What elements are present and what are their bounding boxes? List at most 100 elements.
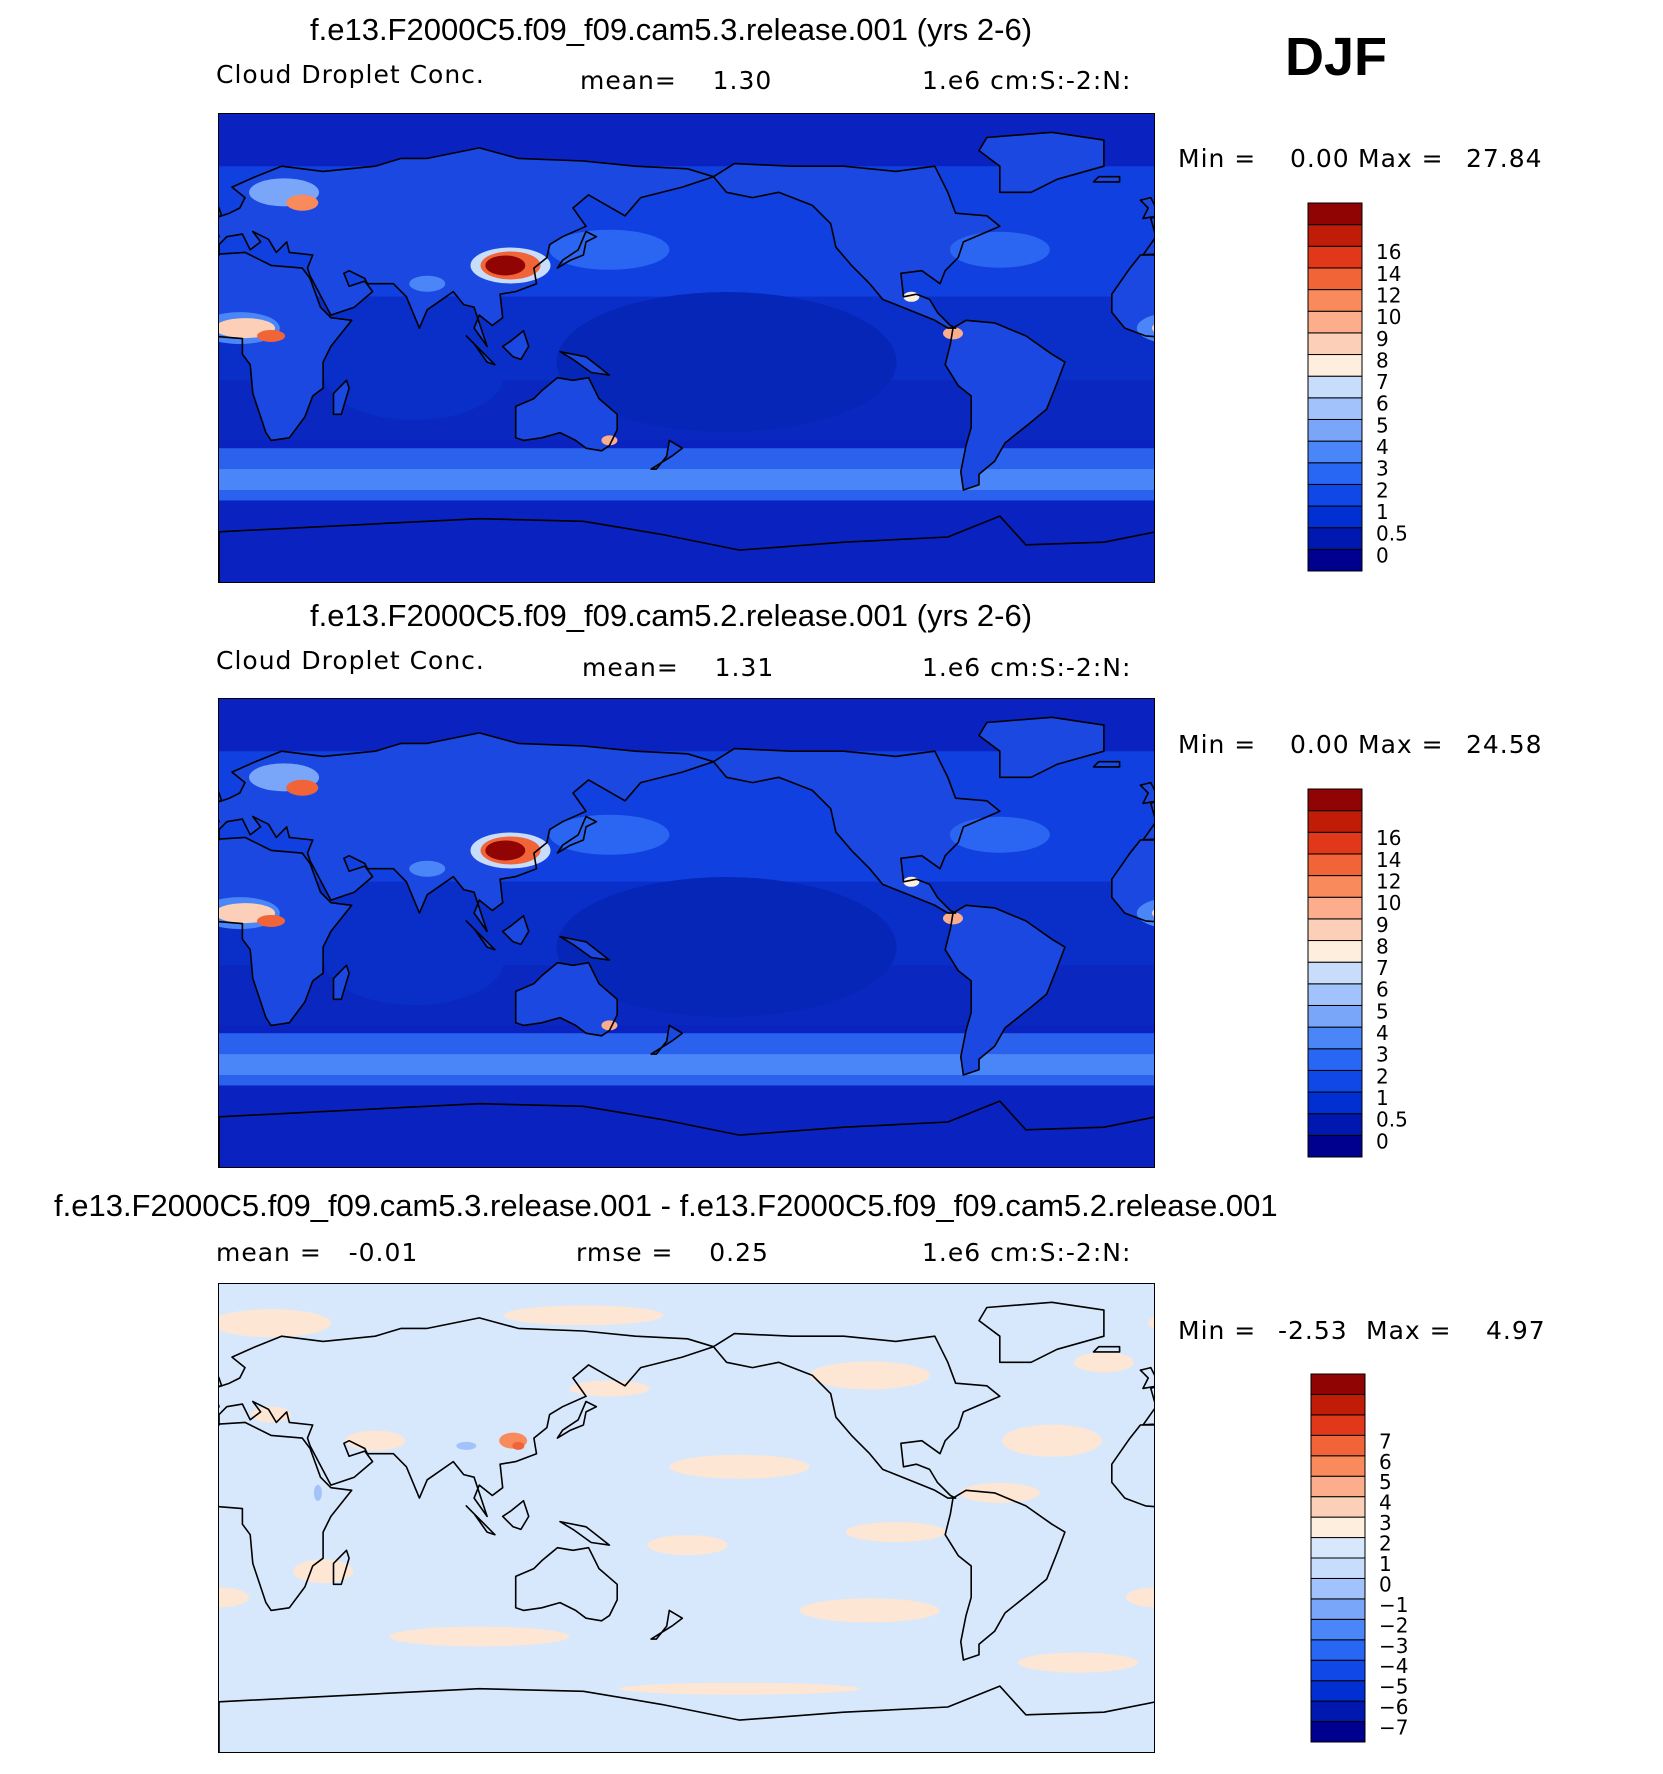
field-africa-max — [257, 914, 286, 927]
colorbar-swatch — [1307, 1091, 1363, 1115]
field-positive-patch — [293, 1559, 354, 1584]
colorbar-tick-label: 0 — [1379, 1572, 1392, 1596]
colorbar-swatch — [1310, 1434, 1366, 1457]
panel-1-variable-label: Cloud Droplet Conc. — [216, 60, 485, 89]
field-positive-patch — [219, 1587, 249, 1608]
field-land-newguinea — [560, 351, 610, 376]
colorbar-tick-label: 14 — [1376, 262, 1401, 286]
panel-2-min-label: Min = — [1178, 730, 1257, 759]
panel-3-title: f.e13.F2000C5.f09_f09.cam5.3.release.001… — [54, 1188, 1278, 1223]
field-indian-minimum — [324, 330, 505, 421]
colorbar-swatch — [1310, 1373, 1366, 1395]
colorbar-tick-label: −1 — [1379, 1593, 1408, 1617]
greenland-coastline — [978, 1301, 1105, 1364]
australia-coastline — [514, 1546, 618, 1622]
colorbar-swatch — [1310, 1496, 1366, 1518]
colorbar-tick-label: 7 — [1379, 1429, 1392, 1453]
panel-3-colorbar: −7 −6 −5 −4 −3 −2 −1 0 1 2 3 4 5 6 7 — [1310, 1373, 1431, 1743]
colorbar-swatch — [1310, 1680, 1366, 1702]
newguinea-coastline — [559, 350, 611, 376]
colorbar-swatch — [1307, 896, 1363, 920]
field-land-eurasia — [219, 732, 714, 932]
panel-1-min-label: Min = — [1178, 144, 1257, 173]
colorbar-tick-label: 12 — [1376, 284, 1401, 308]
africa-coastline — [219, 251, 353, 442]
colorbar-tick-label: 4 — [1379, 1491, 1392, 1515]
colorbar-tick-label: 3 — [1376, 457, 1389, 481]
colorbar-swatch — [1307, 1134, 1363, 1158]
colorbar-swatch — [1307, 397, 1363, 420]
colorbar-tick-label: 0 — [1376, 1129, 1389, 1153]
madagascar-coastline — [332, 964, 350, 1001]
americas_s-coastline — [944, 319, 1066, 491]
colorbar-tick-label: 9 — [1376, 913, 1389, 937]
colorbar-swatch — [1310, 1639, 1366, 1661]
colorbar-swatch — [1307, 375, 1363, 399]
field-land-eurasia — [219, 147, 714, 347]
borneo-coastline — [501, 329, 530, 361]
panel-2-units-label: 1.e6 cm:S:-2:N: — [922, 653, 1132, 682]
field-land-greenland — [979, 132, 1104, 193]
field-land-newguinea — [560, 936, 610, 961]
colorbar-swatch — [1307, 310, 1363, 334]
panel-2-mean-label: mean= 1.31 — [582, 653, 775, 682]
africa-coastline — [1111, 1423, 1154, 1508]
colorbar-swatch — [1310, 1393, 1366, 1416]
field-positive-patch — [219, 1309, 332, 1338]
colorbar-swatch — [1307, 483, 1363, 507]
field-pacific-minimum — [556, 877, 897, 1018]
colorbar-tick-label: 2 — [1379, 1532, 1392, 1556]
colorbar-swatch — [1307, 853, 1363, 877]
panel-3-min-label: Min = — [1178, 1316, 1257, 1345]
panel-1-colorbar: 0 0.5 1 2 3 4 5 6 7 8 9 10 12 14 16 — [1307, 202, 1428, 572]
field-land-africa — [219, 252, 352, 441]
colorbar-swatch — [1307, 875, 1363, 898]
uk-coastline — [1139, 1366, 1154, 1390]
field-land-americas_s — [945, 905, 1065, 1075]
colorbar-tick-label: 0 — [1376, 543, 1389, 567]
field-africa-halo — [1152, 909, 1154, 917]
sumatra-coastline — [465, 335, 496, 366]
japan-coastline — [556, 230, 598, 269]
panel-1-min-value: 0.00 — [1290, 144, 1350, 173]
field-atlantic-outflow — [949, 816, 1050, 853]
field-colombia-max — [942, 327, 963, 340]
uk-coastline — [219, 791, 223, 803]
eurasia-coastline — [219, 732, 715, 933]
americas_s-coastline — [944, 1489, 1066, 1661]
japan-coastline — [556, 1400, 598, 1439]
colorbar-tick-label: 7 — [1376, 956, 1389, 980]
colorbar-swatch — [1307, 354, 1363, 377]
borneo-coastline — [501, 914, 530, 946]
colorbar-tick-label: 1 — [1379, 1552, 1392, 1576]
colorbar-swatch — [1310, 1455, 1366, 1477]
field-band-antarctic — [219, 1101, 1154, 1167]
borneo-coastline — [501, 1499, 530, 1531]
eurasia-coastline — [219, 1317, 715, 1518]
colorbar-swatch — [1307, 1026, 1363, 1050]
colorbar-swatch — [1307, 332, 1363, 356]
panel-1-max-label: Max = — [1358, 144, 1444, 173]
americas_n-coastline — [712, 1332, 1001, 1499]
colorbar-tick-label: 16 — [1376, 826, 1401, 850]
colorbar-tick-label: 0.5 — [1376, 1108, 1408, 1132]
colorbar-swatch — [1307, 289, 1363, 312]
americas_n-coastline — [712, 162, 1001, 329]
colorbar-swatch — [1307, 983, 1363, 1006]
field-china-max — [485, 840, 526, 861]
colorbar-swatch — [1307, 418, 1363, 442]
panel-2-max-label: Max = — [1358, 730, 1444, 759]
colorbar-tick-label: 12 — [1376, 870, 1401, 894]
colorbar-swatch — [1307, 961, 1363, 985]
iceland-coastline — [1092, 1345, 1121, 1353]
panel-2-map — [218, 698, 1155, 1168]
panel-3-mean-label: mean = -0.01 — [216, 1238, 419, 1267]
madagascar-coastline — [332, 1549, 350, 1586]
nz-coastline — [650, 1024, 684, 1055]
colorbar-swatch — [1310, 1598, 1366, 1620]
colorbar-swatch — [1310, 1414, 1366, 1436]
colorbar-swatch — [1310, 1516, 1366, 1539]
australia-coastline — [514, 961, 618, 1037]
sumatra-coastline — [465, 1505, 496, 1536]
colorbar-tick-label: 6 — [1376, 978, 1389, 1002]
